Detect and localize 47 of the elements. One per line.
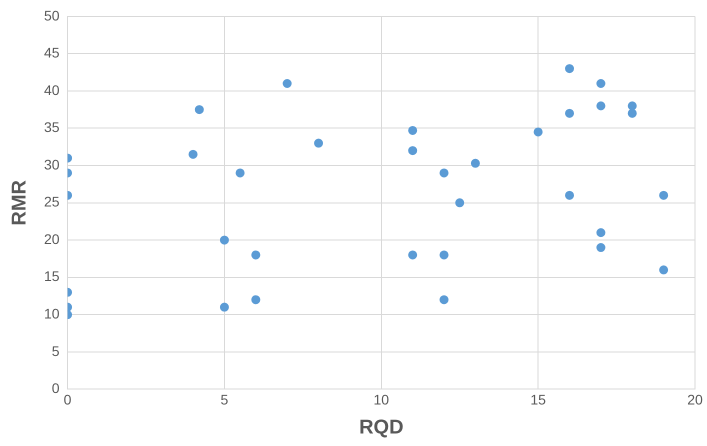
point (251, 250, 260, 260)
y-axis-title: RMR (8, 179, 31, 226)
point (470, 158, 480, 168)
point (455, 198, 464, 208)
x-axis-title: RQD (359, 416, 404, 439)
point (440, 250, 449, 260)
point (596, 101, 606, 110)
y-tick-label: 25 (44, 194, 60, 210)
x-tick-label: 10 (373, 391, 390, 408)
y-tick-label: 0 (52, 380, 60, 396)
y-tick-label: 20 (44, 230, 60, 247)
point (282, 79, 292, 88)
point (251, 295, 260, 304)
y-tick-label: 10 (44, 306, 60, 322)
point (659, 265, 668, 274)
point (314, 138, 324, 148)
x-tick-label: 20 (687, 391, 703, 408)
point (596, 79, 606, 88)
point (596, 228, 606, 238)
y-tick-label: 5 (52, 342, 60, 359)
point (628, 101, 637, 110)
y-tick-label: 35 (44, 119, 60, 136)
point (565, 108, 574, 118)
x-tick-label: 5 (220, 391, 229, 408)
point (188, 150, 198, 159)
point (194, 105, 204, 114)
y-tick-label: 40 (44, 82, 60, 98)
point (408, 250, 418, 260)
point (220, 236, 229, 245)
point (534, 127, 543, 136)
x-tick-label: 0 (64, 391, 72, 408)
point (565, 64, 574, 74)
point (408, 146, 418, 156)
point (659, 190, 668, 200)
y-tick-label: 50 (44, 7, 60, 24)
point (440, 168, 449, 178)
point (408, 126, 418, 135)
y-tick-label: 45 (44, 44, 60, 61)
point (440, 295, 449, 304)
point (596, 243, 606, 252)
point (236, 168, 245, 178)
y-tick-label: 15 (44, 268, 60, 284)
x-tick-label: 15 (530, 391, 546, 408)
point (565, 190, 574, 200)
y-tick-label: 30 (44, 156, 60, 172)
point (628, 108, 637, 118)
point (220, 302, 229, 312)
